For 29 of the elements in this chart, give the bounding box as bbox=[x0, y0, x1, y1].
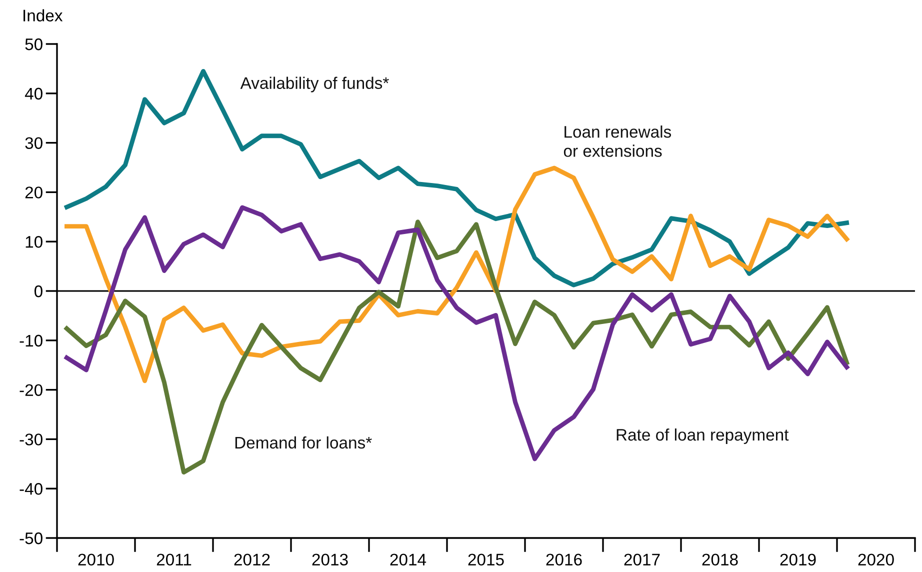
x-tick-label: 2014 bbox=[390, 554, 426, 566]
y-axis-title: Index bbox=[24, 9, 63, 22]
y-tick-label: 50 bbox=[25, 38, 42, 50]
y-tick-label: 40 bbox=[24, 88, 42, 100]
y-tick-label: -10 bbox=[20, 334, 42, 347]
x-tick-label: 2017 bbox=[624, 554, 660, 566]
x-tick-label: 2012 bbox=[234, 554, 270, 566]
y-tick-label: 0 bbox=[34, 285, 42, 298]
y-tick-label: -40 bbox=[20, 483, 42, 495]
x-tick-label: 2018 bbox=[702, 554, 738, 566]
y-tick-label: -50 bbox=[20, 532, 42, 544]
y-tick-label: -30 bbox=[20, 434, 42, 446]
series-label: Loan renewals or extensions bbox=[564, 126, 672, 157]
x-tick-label: 2011 bbox=[156, 554, 192, 566]
series-label: Demand for loans* bbox=[235, 436, 372, 449]
line-series bbox=[64, 68, 849, 288]
series-label: Availability of funds* bbox=[240, 76, 389, 92]
x-tick-label: 2019 bbox=[780, 554, 816, 566]
x-tick-label: 2015 bbox=[468, 554, 504, 566]
x-tick-label: 2016 bbox=[546, 554, 582, 566]
x-tick-label: 2010 bbox=[78, 554, 114, 566]
x-tick-label: 2013 bbox=[312, 554, 348, 566]
line-series bbox=[64, 166, 849, 384]
text: Rate of loan repayment bbox=[616, 428, 789, 444]
x-tick-label: 2020 bbox=[858, 554, 894, 566]
y-tick-label: -20 bbox=[20, 384, 42, 396]
y-tick-label: 20 bbox=[25, 186, 42, 198]
y-tick-label: 30 bbox=[25, 137, 42, 150]
y-tick-label: 10 bbox=[26, 236, 42, 248]
